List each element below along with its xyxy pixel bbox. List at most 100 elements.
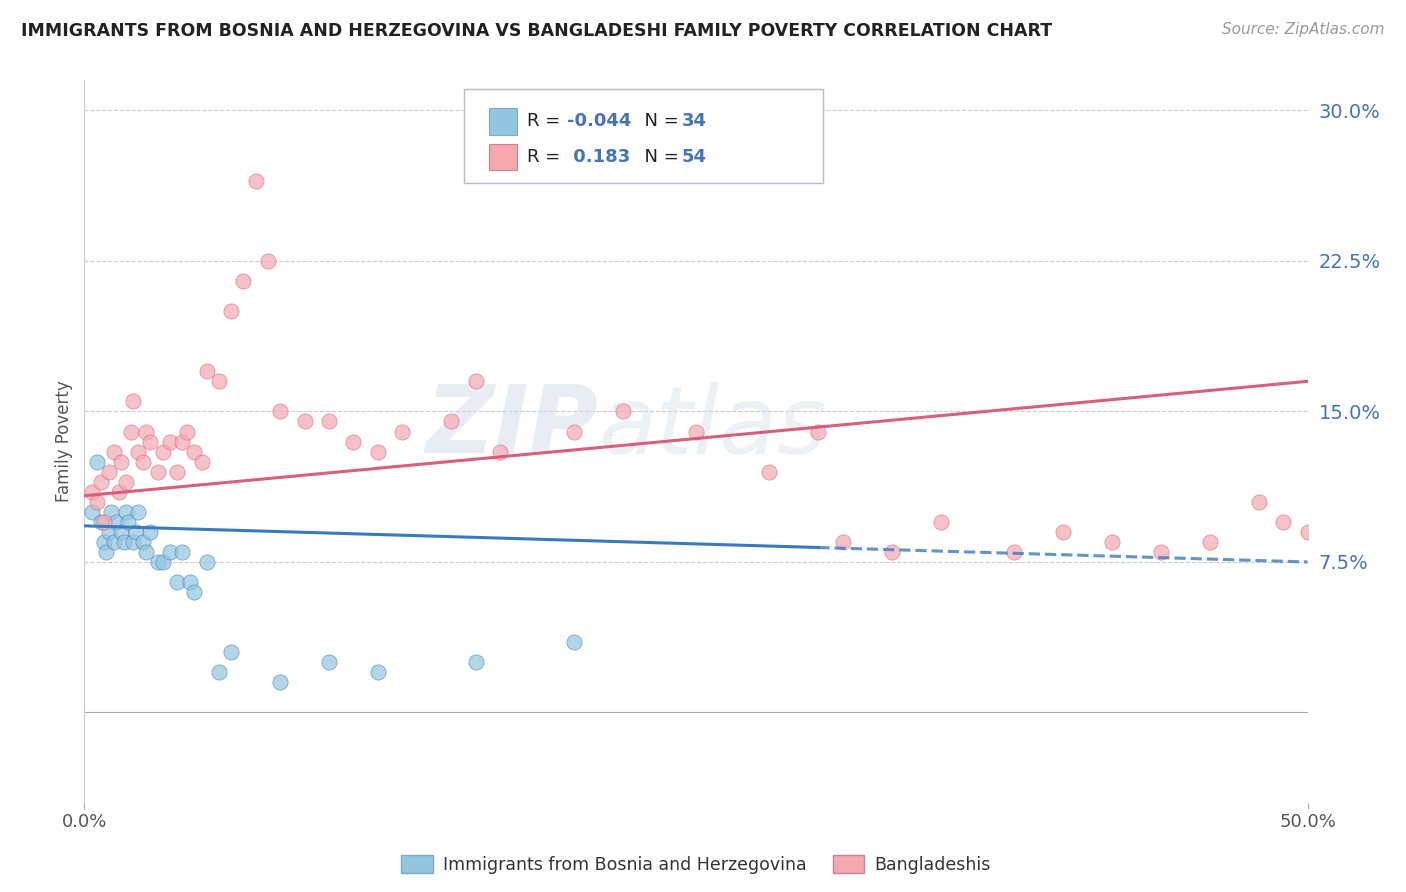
Point — [342, 434, 364, 449]
Y-axis label: Family Poverty: Family Poverty — [55, 381, 73, 502]
Point — [294, 414, 316, 429]
Point — [1198, 534, 1220, 549]
Point — [219, 645, 242, 659]
Point — [195, 555, 218, 569]
Point — [758, 465, 780, 479]
Point — [232, 274, 254, 288]
Point — [245, 173, 267, 187]
Point — [166, 465, 188, 479]
Point — [90, 475, 112, 489]
Point — [97, 465, 120, 479]
Point — [96, 545, 118, 559]
Point — [172, 434, 194, 449]
Point — [107, 484, 129, 499]
Point — [135, 425, 157, 439]
Point — [1296, 524, 1319, 539]
Point — [367, 444, 389, 458]
Point — [807, 425, 830, 439]
Point — [93, 515, 115, 529]
Point — [208, 665, 231, 680]
Point — [1247, 494, 1270, 508]
Text: 34: 34 — [682, 112, 707, 130]
Text: IMMIGRANTS FROM BOSNIA AND HERZEGOVINA VS BANGLADESHI FAMILY POVERTY CORRELATION: IMMIGRANTS FROM BOSNIA AND HERZEGOVINA V… — [21, 22, 1052, 40]
Text: -0.044: -0.044 — [567, 112, 631, 130]
Point — [139, 524, 162, 539]
Point — [86, 455, 108, 469]
Text: atlas: atlas — [598, 382, 827, 473]
Point — [176, 425, 198, 439]
Point — [86, 494, 108, 508]
Point — [103, 534, 125, 549]
Point — [122, 394, 145, 409]
Text: N =: N = — [633, 148, 685, 166]
Point — [391, 425, 413, 439]
Point — [159, 434, 181, 449]
Point — [152, 555, 174, 569]
Point — [166, 574, 188, 589]
Point — [135, 545, 157, 559]
Point — [110, 524, 132, 539]
Point — [132, 534, 155, 549]
Point — [219, 304, 242, 318]
Point — [1002, 545, 1025, 559]
Point — [183, 444, 205, 458]
Point — [464, 375, 486, 389]
Point — [562, 425, 585, 439]
Point — [117, 515, 139, 529]
Text: Source: ZipAtlas.com: Source: ZipAtlas.com — [1222, 22, 1385, 37]
Point — [195, 364, 218, 378]
Point — [97, 524, 120, 539]
Point — [1150, 545, 1173, 559]
Point — [318, 655, 340, 669]
Point — [367, 665, 389, 680]
Text: R =: R = — [527, 112, 567, 130]
Point — [489, 444, 512, 458]
Text: ZIP: ZIP — [425, 381, 598, 473]
Point — [685, 425, 707, 439]
Legend: Immigrants from Bosnia and Herzegovina, Bangladeshis: Immigrants from Bosnia and Herzegovina, … — [394, 848, 998, 880]
Point — [464, 655, 486, 669]
Point — [929, 515, 952, 529]
Point — [90, 515, 112, 529]
Point — [80, 505, 103, 519]
Point — [152, 444, 174, 458]
Point — [1272, 515, 1295, 529]
Point — [139, 434, 162, 449]
Point — [110, 455, 132, 469]
Text: R =: R = — [527, 148, 567, 166]
Point — [112, 534, 135, 549]
Point — [122, 534, 145, 549]
Point — [125, 524, 148, 539]
Point — [132, 455, 155, 469]
Point — [208, 375, 231, 389]
Point — [172, 545, 194, 559]
Point — [831, 534, 853, 549]
Point — [80, 484, 103, 499]
Point — [179, 574, 201, 589]
Point — [183, 585, 205, 599]
Point — [880, 545, 903, 559]
Point — [440, 414, 463, 429]
Point — [100, 505, 122, 519]
Point — [257, 253, 280, 268]
Point — [93, 534, 115, 549]
Point — [127, 505, 149, 519]
Point — [146, 555, 169, 569]
Point — [269, 404, 291, 418]
Point — [115, 505, 138, 519]
Point — [120, 425, 142, 439]
Point — [105, 515, 128, 529]
Point — [115, 475, 138, 489]
Text: 54: 54 — [682, 148, 707, 166]
Point — [1101, 534, 1123, 549]
Point — [159, 545, 181, 559]
Point — [1052, 524, 1074, 539]
Text: N =: N = — [633, 112, 685, 130]
Point — [318, 414, 340, 429]
Point — [191, 455, 214, 469]
Point — [146, 465, 169, 479]
Point — [127, 444, 149, 458]
Point — [612, 404, 634, 418]
Text: 0.183: 0.183 — [567, 148, 630, 166]
Point — [269, 675, 291, 690]
